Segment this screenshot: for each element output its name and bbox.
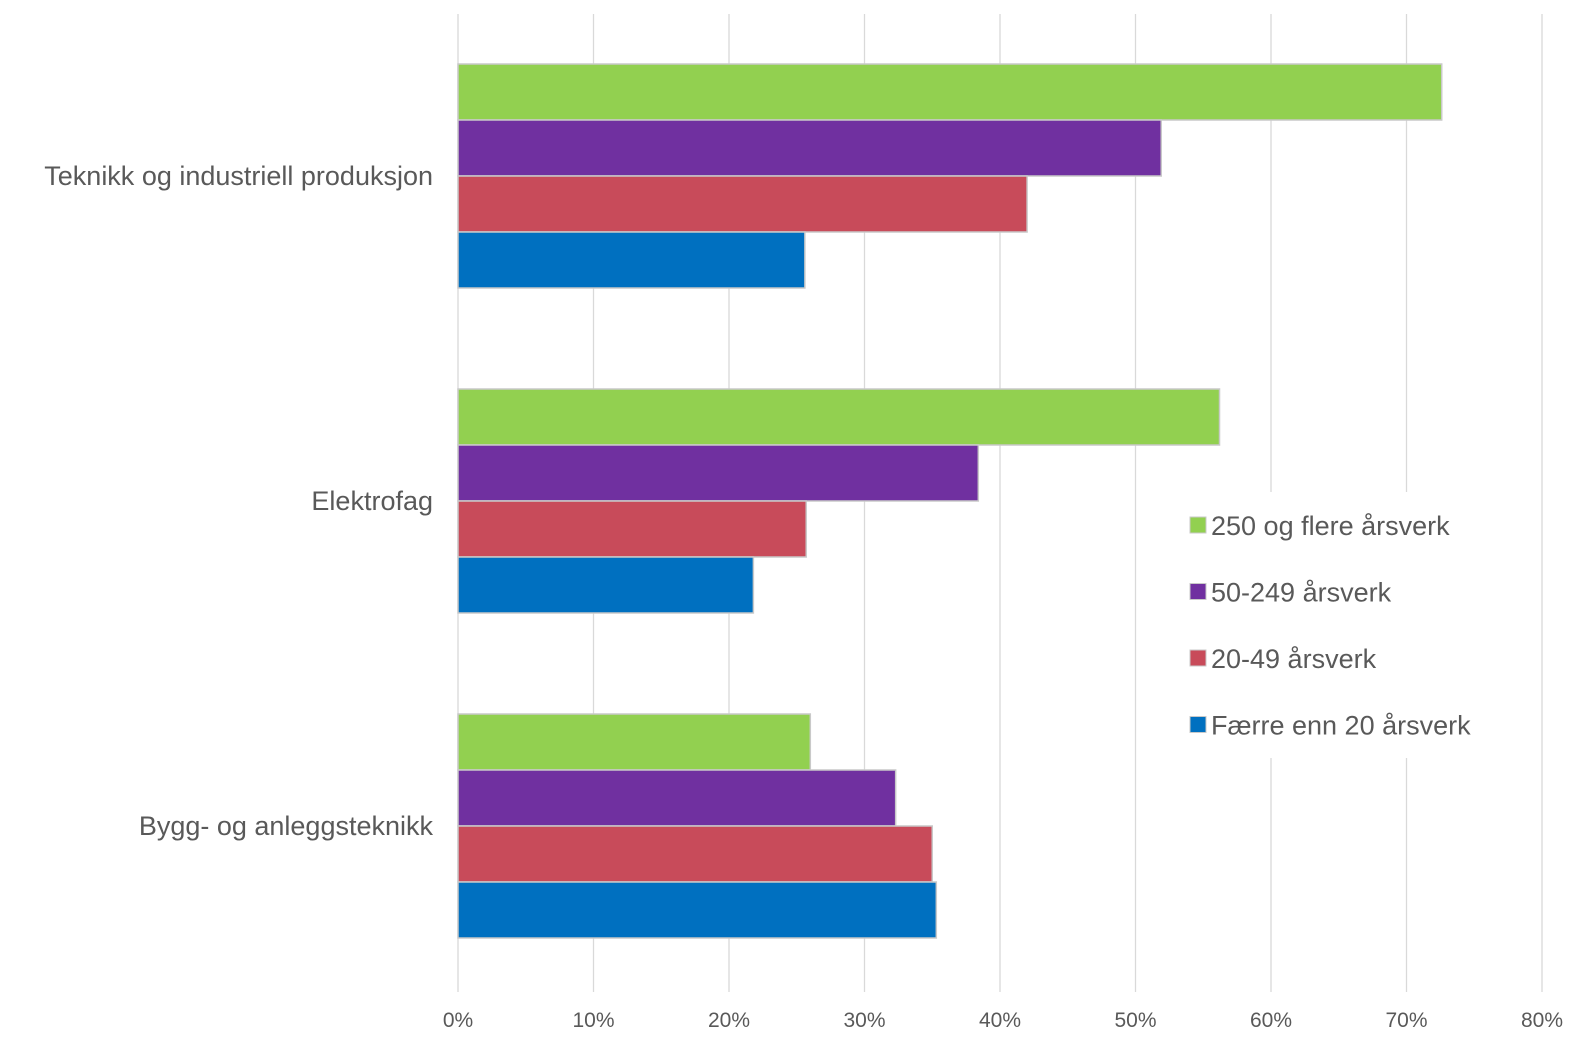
category-label: Teknikk og industriell produksjon [44, 161, 433, 191]
bar [457, 881, 938, 939]
x-tick-label: 40% [979, 1009, 1021, 1032]
bar [457, 713, 812, 771]
bar [457, 444, 980, 502]
legend-label: 50-249 årsverk [1211, 578, 1392, 608]
bar [457, 556, 755, 614]
bar [457, 769, 897, 827]
legend-label: 250 og flere årsverk [1211, 511, 1450, 541]
x-tick-label: 20% [708, 1009, 750, 1032]
legend-label: Færre enn 20 årsverk [1211, 711, 1471, 741]
x-tick-label: 10% [572, 1009, 614, 1032]
bar [457, 825, 933, 883]
x-tick-label: 0% [443, 1009, 473, 1032]
legend-swatch [1189, 649, 1207, 667]
x-tick-label: 30% [843, 1009, 885, 1032]
bars [457, 63, 1443, 939]
bar [457, 231, 806, 289]
category-label: Bygg- og anleggsteknikk [139, 811, 434, 841]
legend-swatch [1189, 583, 1207, 600]
x-tick-label: 70% [1385, 1009, 1427, 1032]
legend: 250 og flere årsverk 50-249 årsverk 20-49 … [1176, 492, 1506, 758]
legend-label: 20-49 årsverk [1211, 644, 1377, 674]
bar [457, 119, 1162, 177]
legend-swatch [1189, 516, 1207, 534]
bar [457, 500, 807, 558]
x-axis-ticks: 0% 10% 20% 30% 40% 50% 60% 70% 80% [443, 1009, 1563, 1032]
x-tick-label: 50% [1114, 1009, 1156, 1032]
category-labels: Teknikk og industriell produksjon Elektro… [44, 161, 433, 841]
bar [457, 388, 1221, 446]
bar [457, 175, 1028, 233]
legend-swatch [1189, 716, 1207, 733]
legend-background [1176, 492, 1506, 758]
x-tick-label: 80% [1521, 1009, 1563, 1032]
bar [457, 63, 1443, 121]
category-label: Elektrofag [311, 486, 433, 516]
x-tick-label: 60% [1250, 1009, 1292, 1032]
